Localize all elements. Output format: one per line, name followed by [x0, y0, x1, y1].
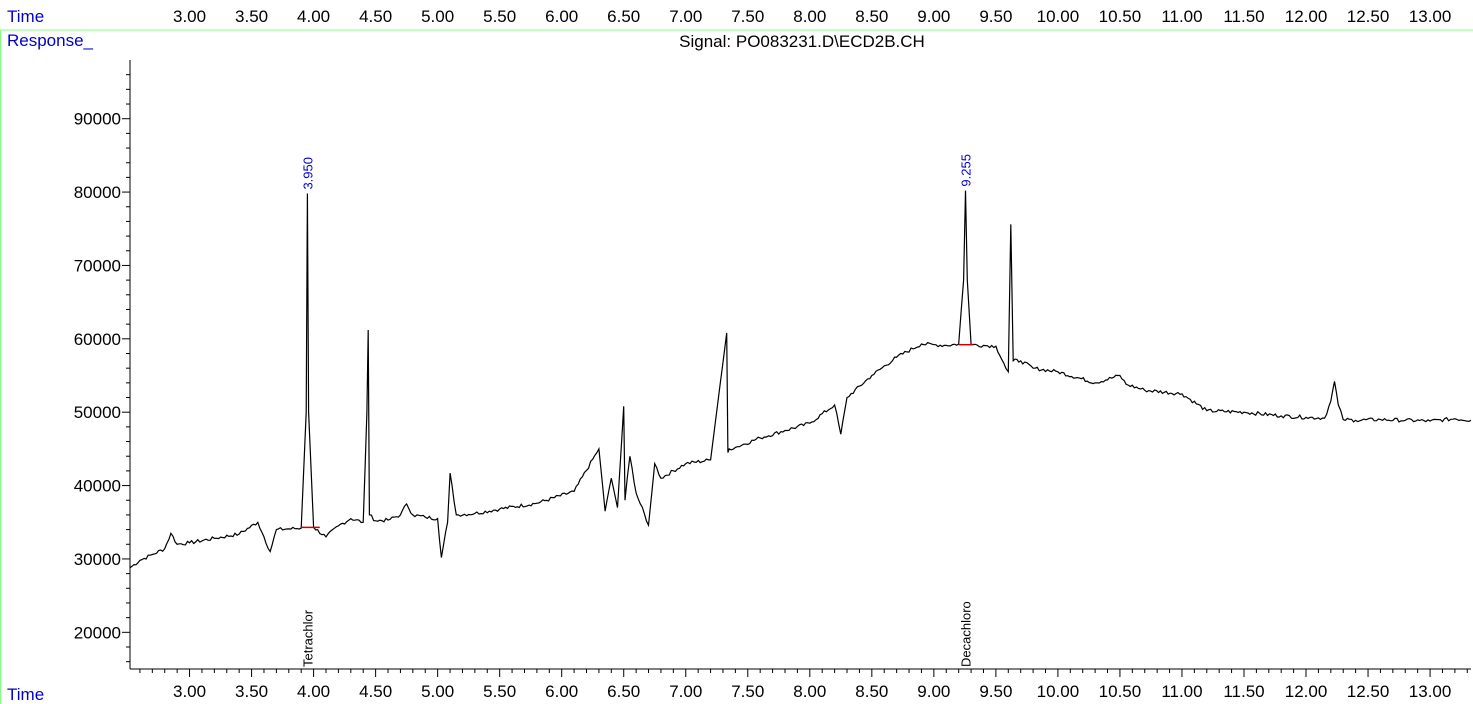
compound-label: Tetrachlor: [300, 609, 315, 667]
response-label: Response_: [7, 31, 94, 50]
x-tick-label: 8.50: [855, 682, 888, 701]
top-x-tick-label: 10.50: [1099, 7, 1142, 26]
frame-lines: [0, 29, 1473, 704]
x-tick-label: 6.00: [545, 682, 578, 701]
top-x-tick-label: 9.50: [979, 7, 1012, 26]
top-time-label: Time: [7, 7, 44, 26]
x-tick-label: 8.00: [793, 682, 826, 701]
y-tick-label: 70000: [74, 256, 121, 275]
top-x-tick-label: 7.00: [669, 7, 702, 26]
top-x-tick-label: 4.00: [297, 7, 330, 26]
x-tick-label: 9.50: [979, 682, 1012, 701]
x-tick-label: 4.50: [359, 682, 392, 701]
x-tick-label: 5.00: [421, 682, 454, 701]
x-axis: 3.00 3.50 4.00 4.50 5.00 5.50 6.00 6.50 7.00 7.50…: [130, 668, 1471, 701]
top-x-tick-label: 3.50: [235, 7, 268, 26]
top-x-tick-label: 12.50: [1347, 7, 1390, 26]
top-x-tick-label: 11.50: [1223, 7, 1264, 26]
x-tick-label: 3.50: [235, 682, 268, 701]
peak-label: 9.255: [958, 154, 973, 187]
series-line-0: [129, 190, 1472, 569]
x-tick-label: 10.00: [1037, 682, 1080, 701]
top-x-tick-label: 8.00: [793, 7, 826, 26]
top-x-tick-label: 6.00: [545, 7, 578, 26]
top-x-tick-label: 11.00: [1161, 7, 1202, 26]
top-x-tick-label: 12.00: [1285, 7, 1328, 26]
top-x-tick-label: 10.00: [1037, 7, 1080, 26]
x-tick-label: 12.00: [1285, 682, 1328, 701]
x-tick-label: 10.50: [1099, 682, 1142, 701]
annotation-layer: 3.950 9.255 Tetrachlor Decachloro: [300, 154, 974, 667]
top-x-tick-label: 5.50: [483, 7, 516, 26]
x-tick-label: 11.50: [1223, 682, 1264, 701]
x-tick-label: 13.00: [1409, 682, 1452, 701]
y-tick-label: 40000: [74, 477, 121, 496]
x-tick-label: 4.00: [297, 682, 330, 701]
x-tick-label: 3.00: [173, 682, 206, 701]
top-x-tick-label: 3.00: [173, 7, 206, 26]
x-tick-label: 5.50: [483, 682, 516, 701]
y-tick-label: 50000: [74, 403, 121, 422]
x-tick-label: 7.00: [669, 682, 702, 701]
y-tick-label: 30000: [74, 550, 121, 569]
peak-label: 3.950: [300, 157, 315, 190]
y-tick-label: 80000: [74, 183, 121, 202]
x-tick-label: 9.00: [917, 682, 950, 701]
y-tick-label: 90000: [74, 110, 121, 129]
signal-title: Signal: PO083231.D\ECD2B.CH: [679, 32, 925, 51]
top-x-tick-label: 5.00: [421, 7, 454, 26]
series-layer: [129, 190, 1472, 569]
x-tick-label: 12.50: [1347, 682, 1390, 701]
y-tick-label: 60000: [74, 330, 121, 349]
top-x-tick-label: 7.50: [731, 7, 764, 26]
top-time-axis: 3.00 3.50 4.00 4.50 5.00 5.50 6.00 6.50 7.00 7.50…: [173, 7, 1451, 26]
top-x-tick-label: 9.00: [917, 7, 950, 26]
y-tick-label: 20000: [74, 623, 121, 642]
x-tick-label: 7.50: [731, 682, 764, 701]
x-tick-label: 11.00: [1161, 682, 1202, 701]
top-x-tick-label: 6.50: [607, 7, 640, 26]
y-axis: 20000 30000 40000 50000 60000 70000 80000 90000: [74, 60, 131, 669]
top-x-tick-label: 13.00: [1409, 7, 1452, 26]
top-x-tick-label: 4.50: [359, 7, 392, 26]
x-tick-label: 6.50: [607, 682, 640, 701]
bottom-time-label: Time: [7, 685, 44, 704]
top-x-tick-label: 8.50: [855, 7, 888, 26]
compound-label: Decachloro: [958, 601, 973, 667]
